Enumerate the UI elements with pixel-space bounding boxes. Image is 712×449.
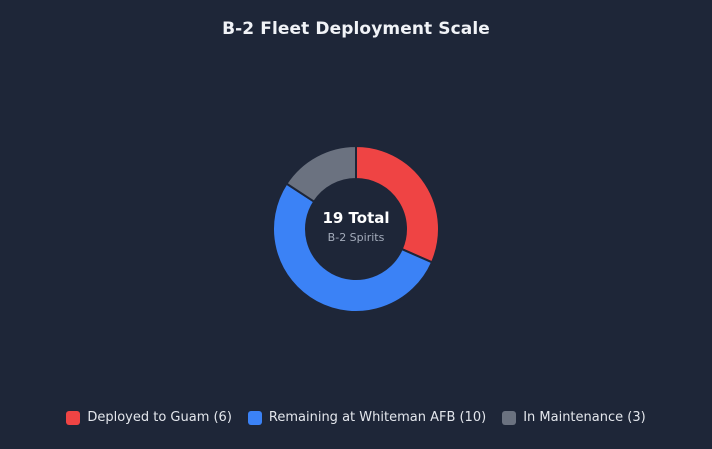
slice-deployed[interactable] xyxy=(355,144,440,264)
legend-swatch-maintenance xyxy=(502,410,517,425)
center-total-label: 19 Total xyxy=(322,209,390,227)
center-sub-label: B-2 Spirits xyxy=(327,231,385,244)
legend-swatch-remaining xyxy=(247,410,262,425)
slice-maintenance[interactable] xyxy=(285,144,357,204)
chart-title: B-2 Fleet Deployment Scale xyxy=(222,19,490,39)
legend-label-maintenance: In Maintenance (3) xyxy=(523,410,646,425)
legend-item-deployed[interactable]: Deployed to Guam (6) xyxy=(66,410,232,425)
legend-swatch-deployed xyxy=(66,410,81,425)
legend-label-remaining: Remaining at Whiteman AFB (10) xyxy=(268,410,487,425)
legend-label-deployed: Deployed to Guam (6) xyxy=(87,410,232,425)
legend: Deployed to Guam (6) Remaining at Whitem… xyxy=(0,410,712,425)
legend-item-maintenance[interactable]: In Maintenance (3) xyxy=(502,410,646,425)
slice-remaining[interactable] xyxy=(272,182,434,313)
legend-item-remaining[interactable]: Remaining at Whiteman AFB (10) xyxy=(247,410,487,425)
